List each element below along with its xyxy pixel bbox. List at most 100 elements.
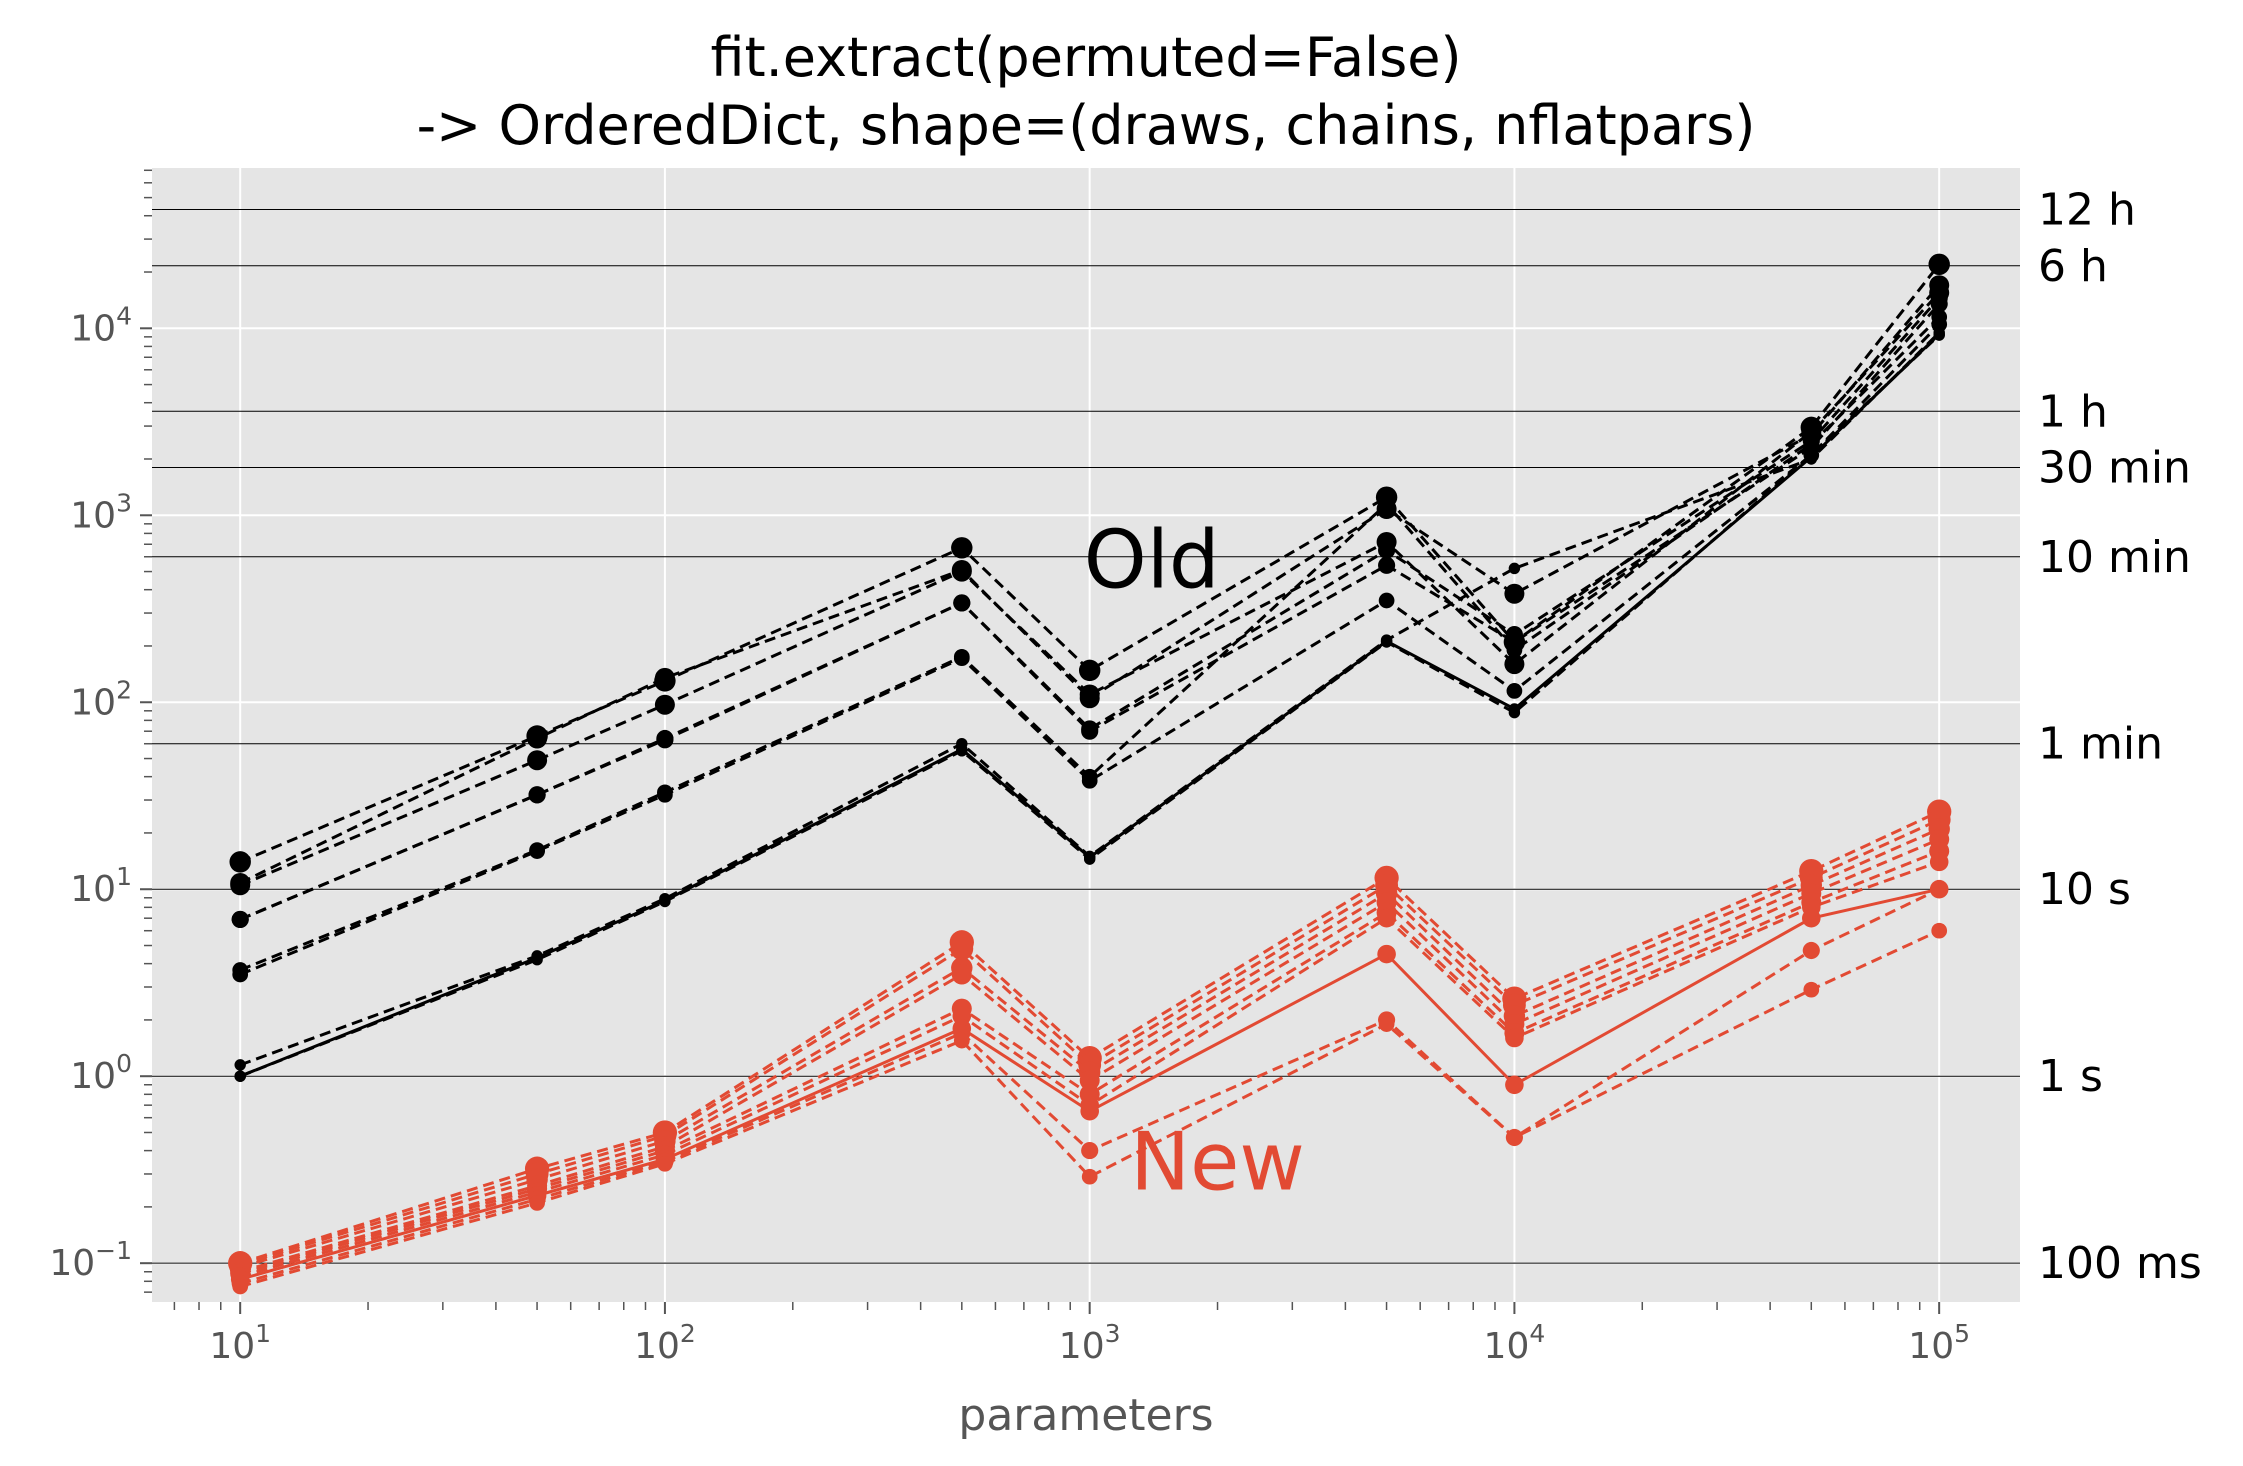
annotation-old: Old [1084,514,1220,607]
series-point [1506,683,1523,699]
series-point [1377,908,1396,928]
series-point [232,1278,249,1295]
series-point [1081,772,1098,789]
series-line [239,284,1941,885]
series-point [232,966,249,983]
x-tick-label: 104 [1484,1319,1546,1367]
series-point [1929,852,1949,872]
series-point [1505,1028,1524,1048]
series-line [239,837,1940,1274]
series-point [951,561,972,582]
series-point [1931,922,1948,939]
series-point [1506,642,1523,658]
series-point [1805,451,1818,463]
series-group-old [229,253,1950,1082]
series-point [654,694,675,715]
y-tick-label: 100 [70,1049,132,1097]
series-line [239,929,1940,1288]
series-point [1803,436,1820,453]
x-tick-label: 105 [1908,1319,1970,1367]
series-point [1378,496,1395,512]
series-point [529,1195,545,1211]
series-point [1083,851,1096,864]
series-line [239,323,1941,976]
y-tick-label: 101 [70,862,132,910]
series-point [1079,684,1100,705]
series-point [527,750,548,771]
time-reference-label: 1 min [2038,719,2163,770]
series-point [1380,635,1393,647]
series-point [657,1155,673,1172]
series-point [230,875,251,896]
series-point [231,910,249,928]
series-point [1378,1016,1395,1032]
series-point [234,1059,246,1071]
series-group-new [228,799,1952,1295]
series-point [1930,295,1948,313]
series-point [1933,328,1945,340]
series-point [528,786,546,804]
series-point [1506,1129,1523,1146]
y-tick-labels: 10−1 100 101 102 103 104 [49,301,152,1284]
series-point [1504,654,1525,675]
time-reference-lines [152,208,2020,1264]
x-tick-label: 102 [634,1319,696,1367]
series-point [953,594,971,612]
series-point [229,851,251,873]
series-point [654,667,675,688]
series-point [1803,981,1820,998]
series-point [1802,908,1821,928]
series-point [1081,1168,1098,1185]
series-point [1080,1101,1099,1121]
x-tick-label: 101 [209,1319,271,1367]
time-reference-label: 100 ms [2038,1238,2202,1289]
y-tick-label: 103 [70,488,132,536]
series-point [1081,722,1099,740]
series-point [527,728,548,749]
series-point [234,1070,246,1082]
time-reference-labels: 100 ms 1 s 10 s 1 min 10 min 30 min 1 h 6 h 12 h [2038,184,2202,1289]
time-reference-label: 10 s [2038,864,2131,915]
series-point [951,964,972,985]
series-point [1928,253,1950,276]
series-line [239,291,1941,887]
series-point [656,731,674,749]
time-reference-label: 1 s [2038,1051,2103,1102]
series-point [1930,880,1948,898]
chart-subtitle: -> OrderedDict, shape=(draws, chains, nf… [417,94,1756,157]
series-point [953,650,970,667]
series-point [951,537,973,559]
series-line [239,827,1940,1269]
x-tick-label: 103 [1059,1319,1121,1367]
time-reference-label: 30 min [2038,443,2191,494]
series-point [1508,703,1521,715]
series-point [1802,941,1820,960]
series-point [1504,583,1525,604]
series-line [239,818,1940,1267]
series-point [1078,659,1101,682]
time-reference-label: 6 h [2038,241,2108,292]
series-point [659,894,671,907]
series-layer [228,253,1952,1295]
chart-title: fit.extract(permuted=False) [710,26,1461,89]
series-point [657,786,673,803]
time-reference-label: 12 h [2038,184,2136,235]
annotations: Old New [1084,514,1305,1209]
series-point [1378,556,1396,574]
series-point [1505,1075,1524,1095]
annotation-new: New [1130,1115,1305,1208]
y-tick-label: 10−1 [49,1236,132,1284]
series-point [1081,1142,1099,1160]
series-point [1378,541,1396,559]
series-point [531,952,543,964]
series-line [239,297,1941,921]
series-point [1508,562,1521,575]
time-reference-label: 1 h [2038,386,2108,437]
x-axis-label: parameters [958,1390,1213,1441]
series-point [953,1032,970,1049]
x-tick-labels: 101 102 103 104 105 [209,1302,1970,1367]
series-point [950,937,974,961]
time-reference-label: 10 min [2038,532,2191,583]
series-point [1377,944,1396,964]
